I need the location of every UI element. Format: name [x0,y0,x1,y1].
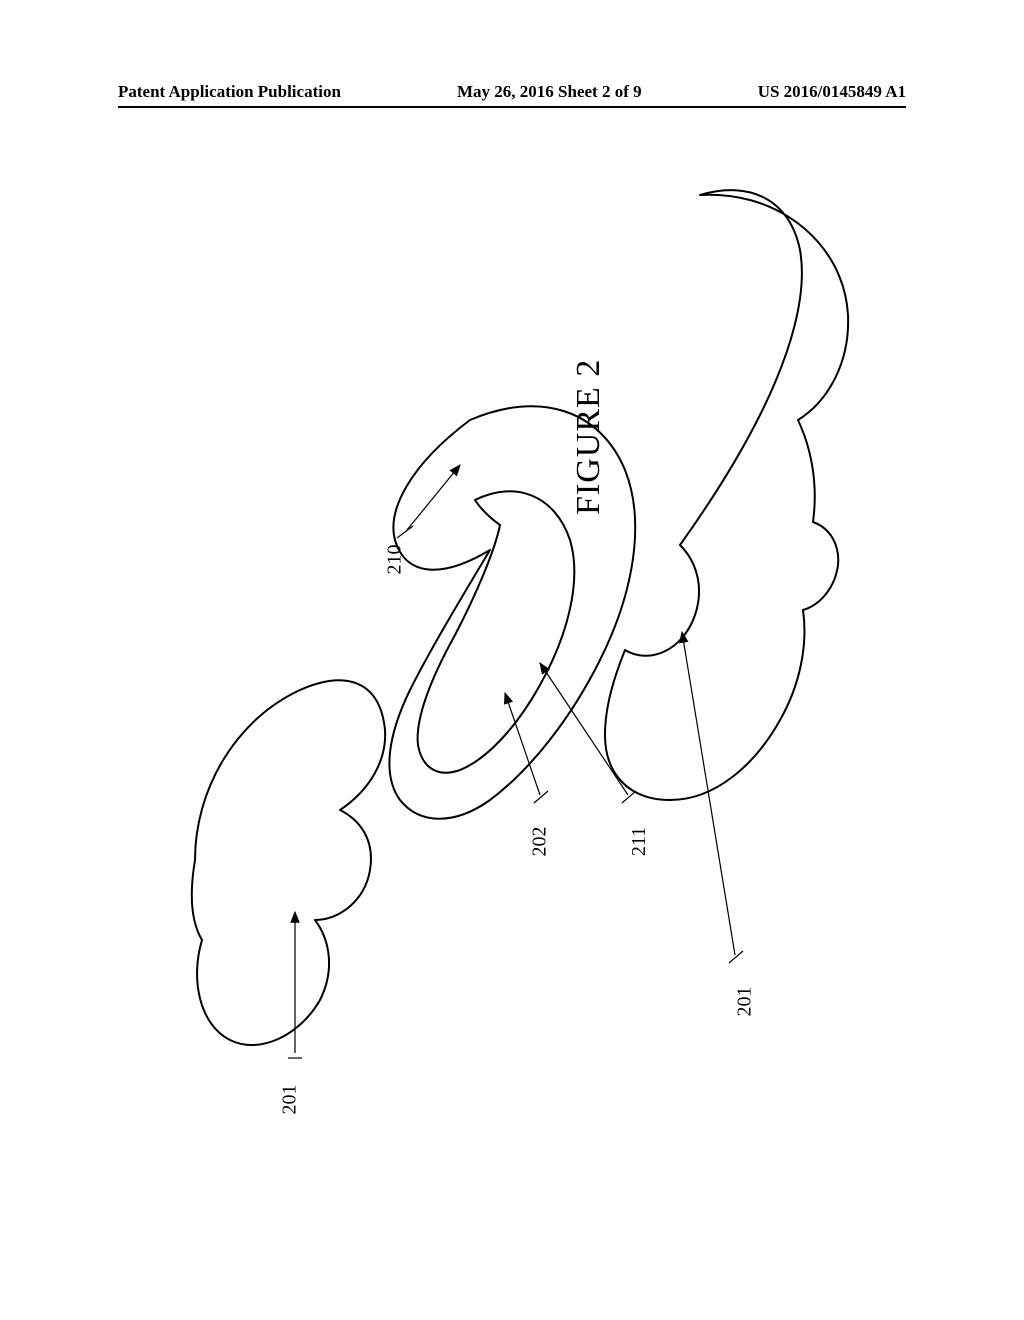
header-right: US 2016/0145849 A1 [758,82,906,102]
shape-left_outer [192,680,385,1045]
ref-label-211: 211 [628,827,651,856]
ref-label-202: 202 [529,827,552,857]
ref-label-210: 210 [384,545,407,575]
shape-right_outer [605,190,848,800]
leader-tick [397,526,413,538]
figure-area: FIGURE 2 210 201 202 211 201 [120,160,904,1140]
leader-line [682,632,735,955]
ref-label-201-right: 201 [734,987,757,1017]
header-center: May 26, 2016 Sheet 2 of 9 [457,82,642,102]
header-rule [118,106,906,108]
shape-center_outer [389,406,635,819]
shapes-group [192,190,848,1045]
leader-lines-group [288,465,743,1058]
leader-tick [729,951,743,963]
figure-svg [120,160,904,1140]
header-left: Patent Application Publication [118,82,341,102]
leader-tick [534,791,548,803]
page-header: Patent Application Publication May 26, 2… [0,82,1024,102]
leader-tick [622,791,636,803]
ref-label-201-left: 201 [279,1085,302,1115]
leader-line [540,663,628,795]
leader-line [505,693,540,795]
